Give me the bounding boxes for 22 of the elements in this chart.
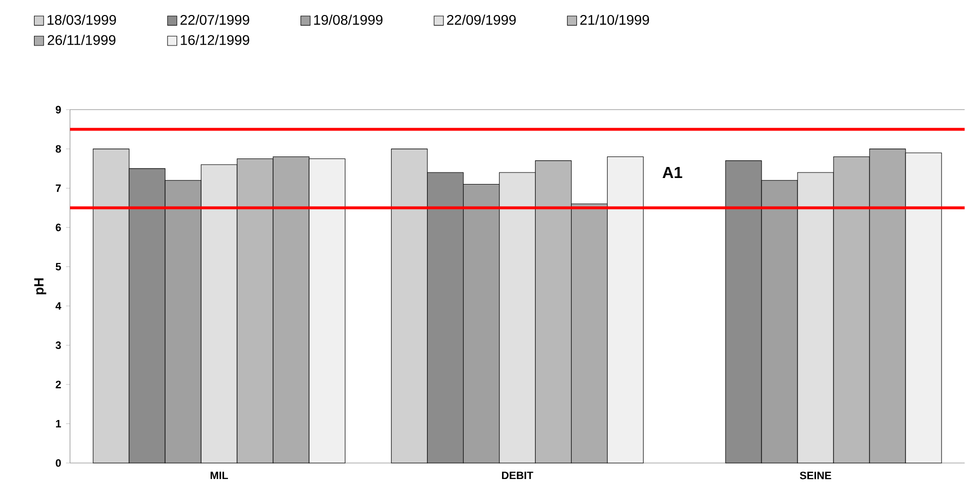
x-tick-label: DEBIT <box>502 472 534 480</box>
annotation: A1 <box>662 166 682 178</box>
y-tick-label: 7 <box>56 184 61 192</box>
legend-label: 21/10/1999 <box>580 14 649 25</box>
y-tick-label: 0 <box>56 459 61 467</box>
y-tick-label: 5 <box>56 262 61 270</box>
y-tick-label: 4 <box>56 302 62 310</box>
legend-label: 19/08/1999 <box>314 14 382 25</box>
y-tick-label: 6 <box>56 224 61 232</box>
x-tick-label: SEINE <box>800 472 832 480</box>
y-tick-label: 1 <box>56 420 61 428</box>
legend-label: 22/09/1999 <box>447 14 516 25</box>
y-tick-label: 9 <box>56 106 61 114</box>
x-tick-label: MIL <box>210 472 228 480</box>
legend-label: 16/12/1999 <box>180 34 250 46</box>
legend-label: 22/07/1999 <box>180 14 250 25</box>
y-tick-label: 8 <box>56 145 61 153</box>
y-tick-label: 2 <box>56 380 61 388</box>
y-tick-label: 3 <box>56 341 61 349</box>
legend-label: 18/03/1999 <box>48 14 116 25</box>
y-axis-title: pH <box>34 278 46 294</box>
legend-label: 26/11/1999 <box>48 34 116 46</box>
